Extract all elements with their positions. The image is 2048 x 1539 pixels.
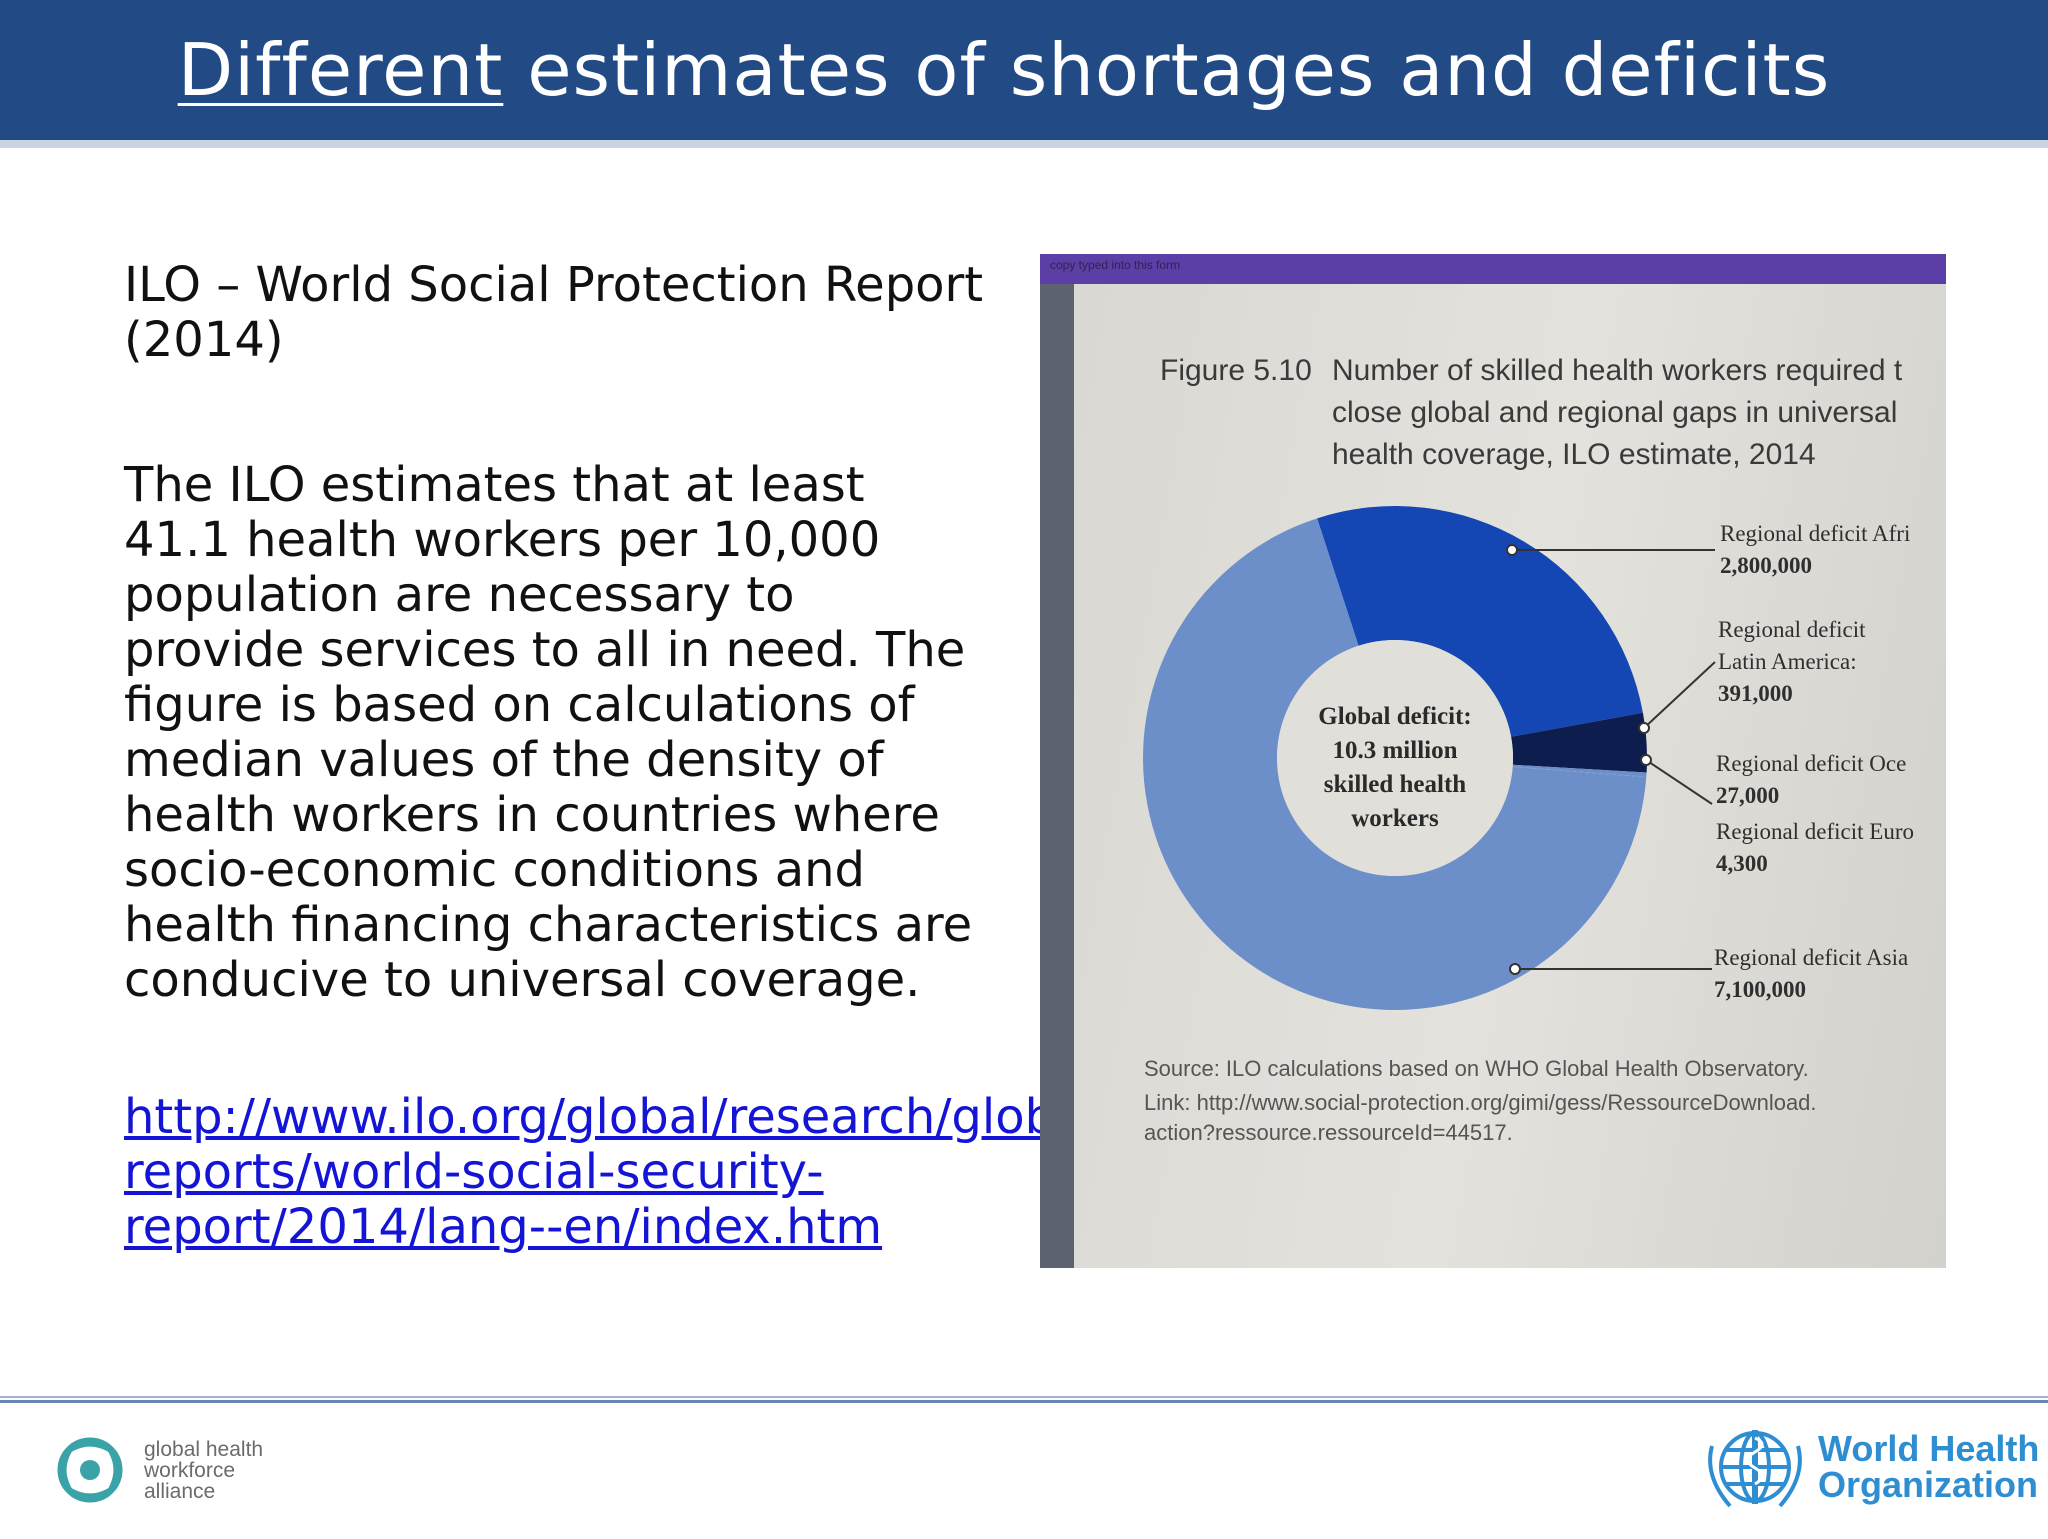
slide-footer: [0, 1400, 2048, 1539]
callout-europe-value: 4,300: [1716, 851, 1768, 876]
source-link-line-2: action?ressource.ressourceId=44517.: [1144, 1120, 1513, 1145]
report-reference: ILO – World Social Protection Report (20…: [124, 257, 984, 368]
figure-photo: copy typed into this form Figure 5.10 Nu…: [1040, 254, 1946, 1268]
report-link[interactable]: http://www.ilo.org/global/research/globa…: [124, 1089, 1116, 1255]
gwfa-logo: global health workforce alliance: [44, 1424, 263, 1516]
callout-europe-label: Regional deficit Euro: [1716, 819, 1914, 844]
photo-top-band: copy typed into this form: [1040, 254, 1946, 284]
who-logo: World Health Organization: [1700, 1416, 2039, 1518]
donut-slice-africa: [1317, 506, 1643, 737]
callout-oceania-value: 27,000: [1716, 783, 1780, 808]
donut-hole: [1277, 640, 1513, 876]
callout-latam-label-2: Latin America:: [1718, 649, 1857, 674]
callout-latam-value: 391,000: [1718, 681, 1793, 706]
gwfa-line-2: workforce: [144, 1458, 236, 1482]
callout-oceania: Regional deficit Oce 27,000: [1716, 748, 1906, 812]
donut-chart: [1143, 506, 1716, 1011]
leader-oceania: [1645, 759, 1713, 805]
donut-center-label: Global deficit: 10.3 million skilled hea…: [1280, 700, 1510, 836]
who-emblem-icon: [1708, 1430, 1802, 1508]
body-paragraph: The ILO estimates that at least 41.1 hea…: [124, 457, 973, 1008]
donut-slice-asia: [1143, 518, 1647, 1011]
center-line-3: skilled health: [1323, 771, 1467, 798]
source-link-line-1: Link: http://www.social-protection.org/g…: [1144, 1090, 1817, 1115]
figure-title-line-1: Number of skilled health workers require…: [1332, 354, 1903, 387]
center-line-4: workers: [1351, 805, 1439, 832]
marker-asia: [1509, 963, 1521, 975]
callout-latam: Regional deficit Latin America: 391,000: [1718, 614, 1866, 710]
marker-latam: [1638, 722, 1650, 734]
marker-africa: [1506, 544, 1518, 556]
center-line-2: 10.3 million: [1332, 737, 1458, 764]
callout-africa-value: 2,800,000: [1720, 553, 1812, 578]
figure-title-text: Number of skilled health workers require…: [1332, 350, 1902, 476]
callout-asia-label: Regional deficit Asia: [1714, 945, 1909, 970]
callout-latam-label-1: Regional deficit: [1718, 617, 1866, 642]
figure-number: Figure 5.10: [1160, 354, 1312, 387]
slide-title: Different estimates of shortages and def…: [178, 28, 1831, 112]
center-line-1: Global deficit:: [1318, 703, 1472, 730]
figure-source: Source: ILO calculations based on WHO Gl…: [1144, 1054, 1944, 1148]
gwfa-emblem-icon: [57, 1437, 123, 1503]
donut-slice-europe: [1512, 766, 1647, 778]
donut-slice-oceania: [1512, 764, 1647, 777]
title-underlined-word: Different: [177, 28, 504, 112]
figure-title-line-2: close global and regional gaps in univer…: [1332, 396, 1898, 429]
callout-asia-value: 7,100,000: [1714, 977, 1806, 1002]
callout-africa: Regional deficit Afri 2,800,000: [1720, 518, 1910, 582]
callout-europe: Regional deficit Euro 4,300: [1716, 816, 1914, 880]
callout-oceania-label: Regional deficit Oce: [1716, 751, 1907, 776]
who-wordmark: World Health Organization: [1818, 1431, 2039, 1503]
donut-slice-latin-america: [1511, 712, 1647, 773]
title-rest: estimates of shortages and deficits: [503, 28, 1831, 112]
figure-title-line-3: health coverage, ILO estimate, 2014: [1332, 438, 1816, 471]
gwfa-wordmark: global health workforce alliance: [144, 1439, 263, 1502]
gwfa-line-3: alliance: [144, 1479, 216, 1503]
figure-title: Figure 5.10 Number of skilled health wor…: [1160, 350, 1940, 476]
photo-left-band: [1040, 284, 1074, 1268]
who-line-2: Organization: [1818, 1464, 2039, 1505]
gwfa-line-1: global health: [144, 1437, 264, 1461]
footer-divider: [0, 1396, 2048, 1398]
callout-africa-label: Regional deficit Afri: [1720, 521, 1911, 546]
slide-header: Different estimates of shortages and def…: [0, 0, 2048, 148]
top-band-text: copy typed into this form: [1050, 258, 1181, 272]
marker-oceania: [1640, 754, 1652, 766]
who-line-1: World Health: [1818, 1428, 2040, 1469]
left-text-column: ILO – World Social Protection Report (20…: [124, 257, 1116, 1255]
leader-latam: [1643, 661, 1716, 729]
source-line: Source: ILO calculations based on WHO Gl…: [1144, 1056, 1809, 1081]
callout-asia: Regional deficit Asia 7,100,000: [1714, 942, 1908, 1006]
